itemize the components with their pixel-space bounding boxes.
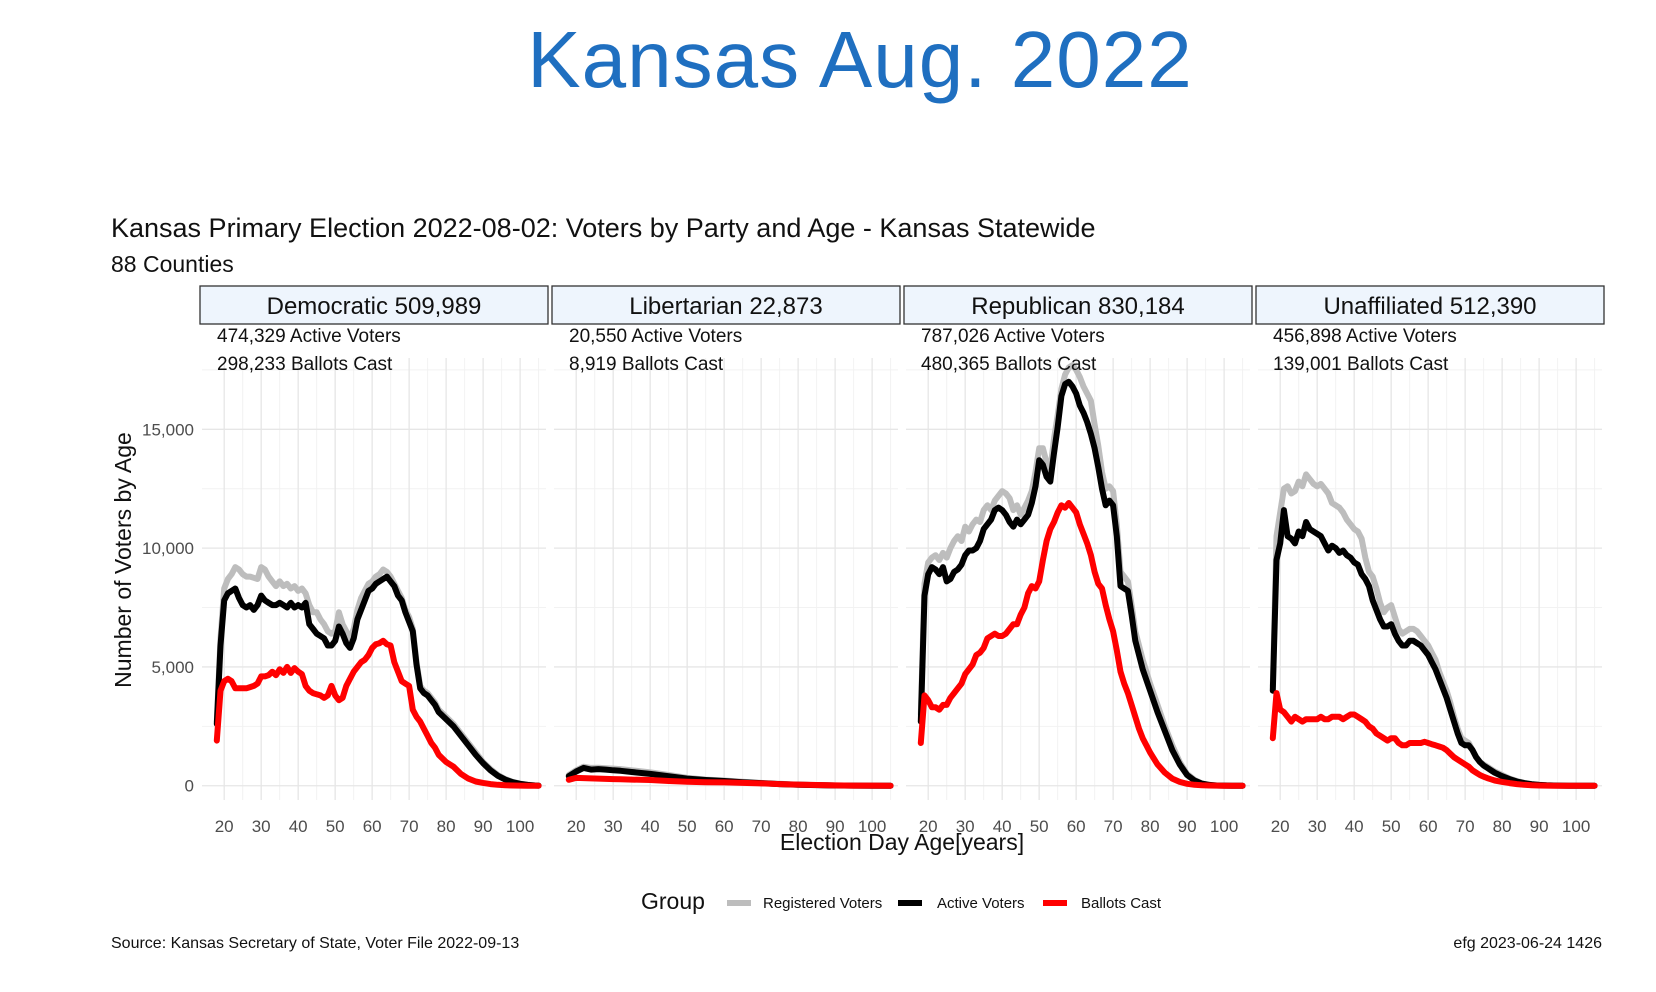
facet-strip xyxy=(551,285,901,325)
x-tick-label: 80 xyxy=(1141,817,1160,836)
x-tick-label: 40 xyxy=(993,817,1012,836)
facet-strip-label: Libertarian 22,873 xyxy=(629,293,822,320)
x-tick-label: 100 xyxy=(858,817,886,836)
y-axis-label: Number of Voters by Age xyxy=(110,432,136,688)
x-tick-label: 20 xyxy=(1271,817,1290,836)
panel-annotation: 474,329 Active Voters xyxy=(217,326,401,347)
series-line-active-voters xyxy=(1269,507,1598,789)
chart-subtitle: 88 Counties xyxy=(111,251,234,277)
x-tick-label: 100 xyxy=(1562,817,1590,836)
series-line-ballots-cast xyxy=(213,637,542,789)
panel-annotation: 139,001 Ballots Cast xyxy=(1273,354,1449,375)
facet-strip xyxy=(1255,285,1605,325)
legend: Group Registered Voters Active Voters Ba… xyxy=(641,888,1162,914)
series-line-registered-voters xyxy=(1269,471,1598,789)
panel-annotation: 298,233 Ballots Cast xyxy=(217,354,393,375)
x-tick-label: 60 xyxy=(1067,817,1086,836)
legend-label-ballots-cast: Ballots Cast xyxy=(1081,895,1162,912)
series-line-active-voters xyxy=(213,573,542,789)
x-tick-label: 70 xyxy=(400,817,419,836)
x-axis-label: Election Day Age[years] xyxy=(780,829,1024,855)
legend-title: Group xyxy=(641,888,705,914)
series-line-registered-voters xyxy=(917,362,1246,789)
panel-democratic: 20 30 40 50 60 70 80 90 100 Democratic 509,989 474… xyxy=(199,285,549,836)
series-line-ballots-cast xyxy=(565,774,894,789)
x-tick-label: 30 xyxy=(604,817,623,836)
panel-annotation: 20,550 Active Voters xyxy=(569,326,742,347)
x-tick-label: 60 xyxy=(363,817,382,836)
y-tick-label: 5,000 xyxy=(151,658,194,677)
x-tick-label: 90 xyxy=(474,817,493,836)
facet-strip xyxy=(199,285,549,325)
facet-strip-label: Democratic 509,989 xyxy=(267,293,482,320)
legend-label-registered-voters: Registered Voters xyxy=(763,895,882,912)
panels-layer: 0 5,000 10,000 15,000 20 30 40 50 60 70 80 90 100 Dem… xyxy=(142,285,1605,836)
x-tick-label: 30 xyxy=(956,817,975,836)
x-tick-label: 70 xyxy=(1456,817,1475,836)
slide-title: Kansas Aug. 2022 xyxy=(527,15,1193,104)
x-tick-label: 50 xyxy=(326,817,345,836)
y-tick-label: 15,000 xyxy=(142,420,194,439)
credit-note: efg 2023-06-24 1426 xyxy=(1453,935,1602,952)
panel-republican: 20 30 40 50 60 70 80 90 100 Republican 830,184 787… xyxy=(903,285,1253,836)
x-tick-label: 70 xyxy=(1104,817,1123,836)
x-tick-label: 90 xyxy=(1530,817,1549,836)
chart-title: Kansas Primary Election 2022-08-02: Vote… xyxy=(111,213,1096,243)
series-line-ballots-cast xyxy=(1269,690,1598,789)
panel-annotation: 456,898 Active Voters xyxy=(1273,326,1457,347)
panel-libertarian: 20 30 40 50 60 70 80 90 100 Libertarian 22,873 20,… xyxy=(551,285,901,836)
legend-label-active-voters: Active Voters xyxy=(937,895,1025,912)
x-tick-label: 40 xyxy=(289,817,308,836)
x-tick-label: 100 xyxy=(1210,817,1238,836)
y-tick-label: 10,000 xyxy=(142,539,194,558)
x-tick-label: 30 xyxy=(1308,817,1327,836)
x-tick-label: 70 xyxy=(752,817,771,836)
facet-strip xyxy=(903,285,1253,325)
facet-strip-label: Republican 830,184 xyxy=(971,293,1185,320)
panel-annotation: 8,919 Ballots Cast xyxy=(569,354,724,375)
panel-unaffiliated: 20 30 40 50 60 70 80 90 100 Unaffiliated 512,390 4… xyxy=(1255,285,1605,836)
x-tick-label: 50 xyxy=(1382,817,1401,836)
series-line-active-voters xyxy=(917,378,1246,789)
x-tick-label: 20 xyxy=(919,817,938,836)
x-tick-label: 20 xyxy=(567,817,586,836)
x-tick-label: 40 xyxy=(1345,817,1364,836)
x-tick-label: 40 xyxy=(641,817,660,836)
x-tick-label: 20 xyxy=(215,817,234,836)
x-tick-label: 30 xyxy=(252,817,271,836)
x-tick-label: 80 xyxy=(437,817,456,836)
series-line-ballots-cast xyxy=(917,500,1246,789)
x-tick-label: 80 xyxy=(789,817,808,836)
y-tick-label: 0 xyxy=(185,777,194,796)
x-tick-label: 60 xyxy=(715,817,734,836)
facet-strip-label: Unaffiliated 512,390 xyxy=(1323,293,1536,320)
x-tick-label: 50 xyxy=(1030,817,1049,836)
x-tick-label: 50 xyxy=(678,817,697,836)
source-note: Source: Kansas Secretary of State, Voter… xyxy=(111,935,520,952)
x-tick-label: 60 xyxy=(1419,817,1438,836)
x-tick-label: 90 xyxy=(826,817,845,836)
panel-annotation: 480,365 Ballots Cast xyxy=(921,354,1097,375)
x-tick-label: 90 xyxy=(1178,817,1197,836)
x-tick-label: 80 xyxy=(1493,817,1512,836)
x-tick-label: 100 xyxy=(506,817,534,836)
panel-annotation: 787,026 Active Voters xyxy=(921,326,1105,347)
